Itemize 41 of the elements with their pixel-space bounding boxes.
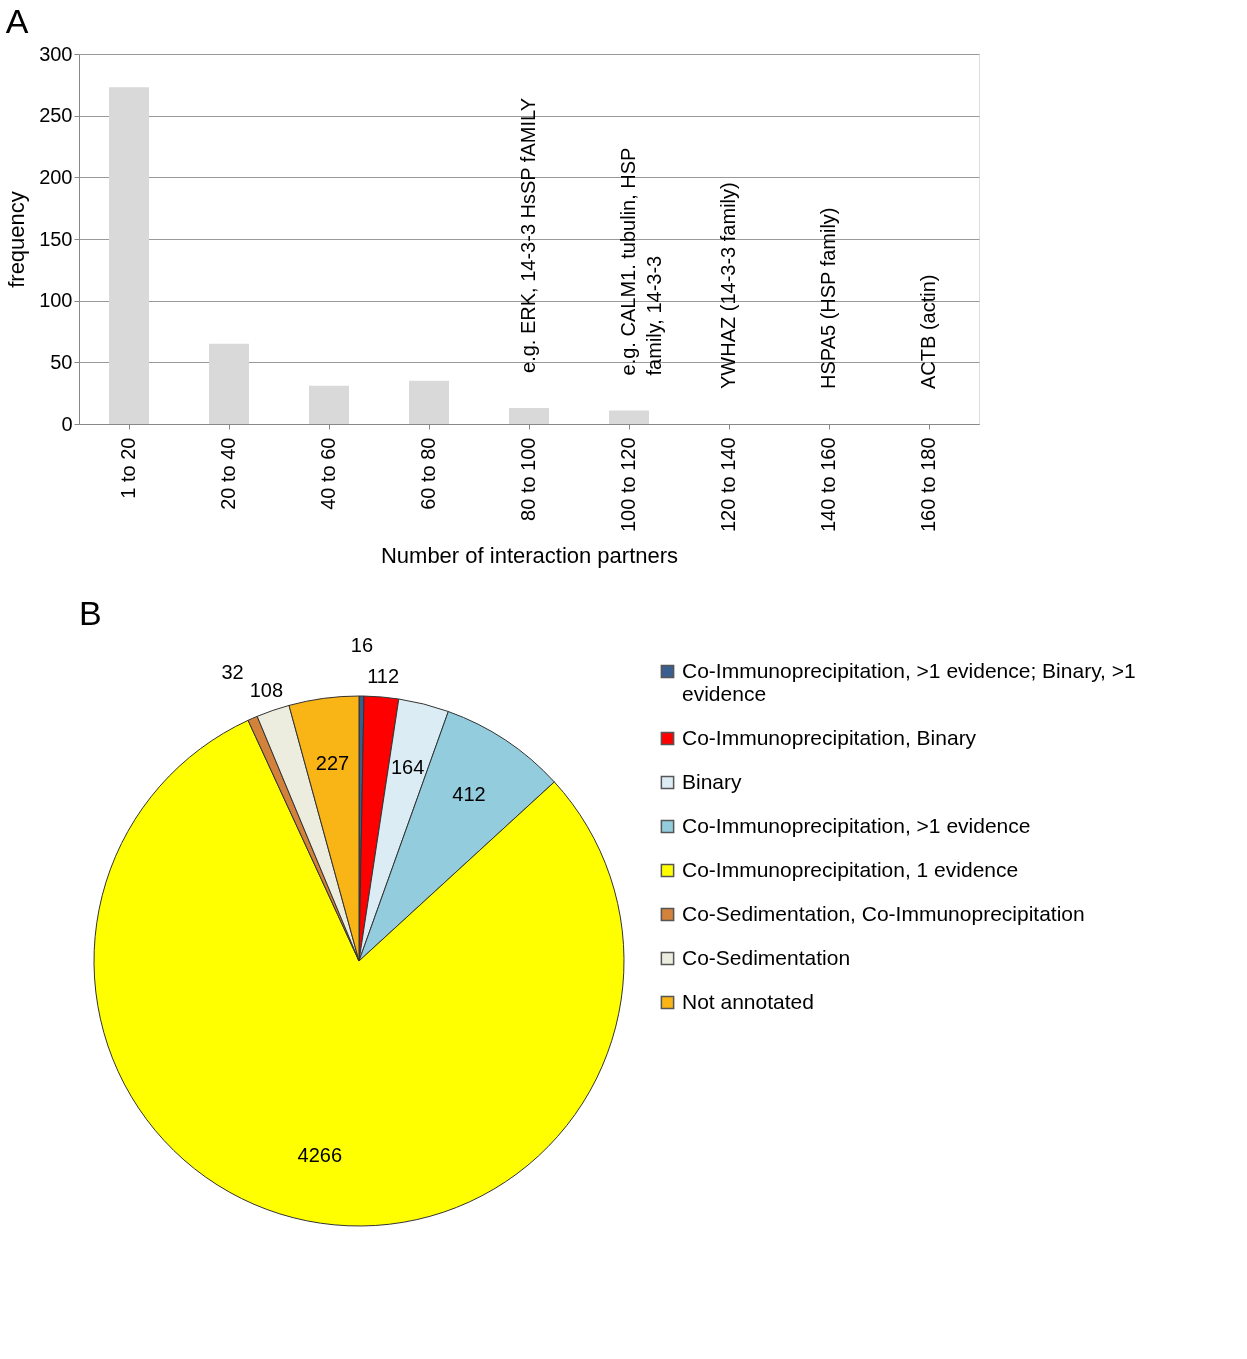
y-tick-label: 100 [39,289,73,312]
y-tick-label: 50 [50,350,73,373]
annotation: e.g. CALM1. tubulin, HSP family, 14-3-3 [617,147,665,376]
x-tick-label: 20 to 40 [217,437,239,510]
x-tick-label: 160 to 180 [917,437,939,533]
x-axis-title: Number of interaction partners [380,543,679,569]
legend-label: Co-Sedimentation, Co-Immunoprecipitation [682,901,1085,925]
y-tick-label: 200 [39,165,73,188]
y-tick-label: 0 [61,412,73,435]
annotation: e.g. ERK, 14-3-3 HsSP fAMILY [517,98,539,373]
chart-title: B [79,594,102,633]
x-tick-label: 120 to 140 [717,437,739,533]
legend-label: Co-Immunoprecipitation, Binary [682,725,977,749]
data-label: 112 [367,665,400,688]
x-tick-label: 60 to 80 [417,437,439,510]
data-label: 32 [221,660,244,683]
legend-label: Co-Immunoprecipitation, 1 evidence [682,857,1019,881]
x-tick-label: 80 to 100 [517,437,539,521]
x-tick-label: 40 to 60 [317,437,339,510]
annotation: ACTB (actin) [917,274,939,389]
legend-label: Not annotated [682,989,814,1013]
x-tick-label: 140 to 160 [817,437,839,533]
legend-label: Co-Sedimentation [682,945,851,969]
annotation: HSPA5 (HSP family) [817,207,839,389]
y-tick-label: 300 [39,42,73,65]
data-label: 412 [452,783,486,806]
data-label: 227 [315,752,350,775]
y-axis-title: frequency [4,191,30,288]
legend-label: Co-Immunoprecipitation, >1 evidence; Binary, >1 evidence [682,658,1136,705]
data-label: 108 [249,679,284,702]
x-tick-label: 100 to 120 [617,437,639,533]
y-tick-label: 250 [39,104,73,127]
legend-label: Binary [682,769,743,793]
data-label: 164 [390,756,425,779]
legend-label: Co-Immunoprecipitation, >1 evidence [682,813,1031,837]
data-label: 16 [350,634,374,657]
x-tick-label: 1 to 20 [117,437,139,499]
annotation: YWHAZ (14-3-3 family) [717,182,739,389]
data-label: 4266 [297,1143,343,1166]
y-tick-label: 150 [39,227,73,250]
chart-title: A [5,2,29,40]
